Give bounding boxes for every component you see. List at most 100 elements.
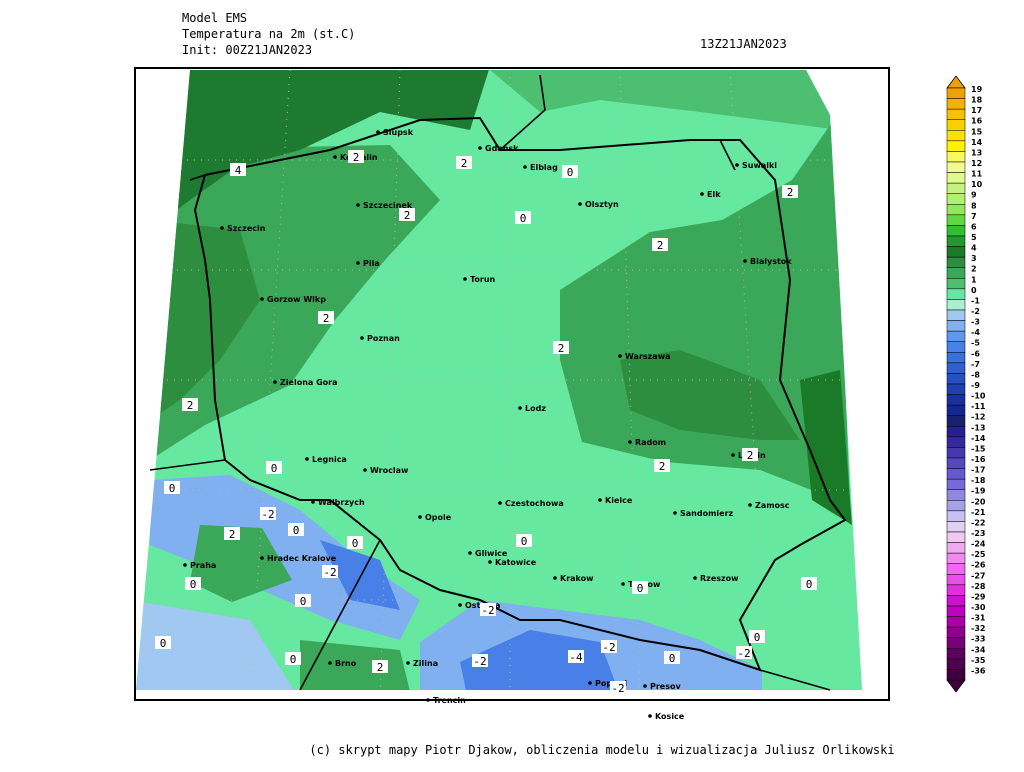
colorbar-label: 10: [971, 180, 983, 189]
city-label: Zilina: [413, 659, 438, 668]
map-area: [136, 70, 862, 691]
city-dot: [673, 511, 677, 515]
colorbar-label: -19: [971, 487, 986, 496]
city-label: Szczecin: [227, 224, 266, 233]
contour-label-box: [399, 208, 415, 221]
colorbar-segment: [946, 299, 966, 311]
city-dot: [498, 501, 502, 505]
contour-label-box: [288, 523, 304, 536]
colorbar-segment: [946, 626, 966, 638]
colorbar-segment: [946, 616, 966, 628]
colorbar-segment: [946, 563, 966, 575]
city-label: Czestochowa: [505, 499, 564, 508]
colorbar-label: -30: [971, 603, 986, 612]
city-dot: [643, 684, 647, 688]
colorbar-label: -3: [971, 318, 980, 327]
contour-label: 0: [669, 652, 676, 665]
contour-label-box: [782, 185, 798, 198]
colorbar-label: 17: [971, 106, 982, 115]
contour-label-box: [285, 652, 301, 665]
colorbar-segment: [946, 98, 966, 110]
contour-label: 2: [558, 342, 565, 355]
city-label: Sandomierz: [680, 509, 734, 518]
contour-label-box: [601, 640, 617, 653]
colorbar-segment: [946, 309, 966, 321]
colorbar-label: -24: [971, 540, 986, 549]
field-region: [490, 70, 840, 130]
graticule: [140, 70, 860, 690]
city-label: Elk: [707, 190, 721, 199]
colorbar-label: -35: [971, 656, 986, 665]
contour-label: 0: [290, 653, 297, 666]
colorbar-label: -29: [971, 592, 986, 601]
contour-label-box: [322, 565, 338, 578]
city-label: Praha: [190, 561, 216, 570]
contour-label: 0: [190, 578, 197, 591]
colorbar-label: -9: [971, 381, 980, 390]
city-label: Presov: [650, 682, 681, 691]
colorbar-label: -13: [971, 423, 985, 432]
city-label: Kosice: [655, 712, 685, 721]
colorbar-segment: [946, 320, 966, 332]
contour-label: -2: [737, 647, 750, 660]
contour-label-box: [568, 650, 584, 663]
city-label: Krakow: [560, 574, 594, 583]
contour-label-box: [742, 448, 758, 461]
contour-label-box: [801, 577, 817, 590]
colorbar-segment: [946, 426, 966, 438]
colorbar-segment: [946, 204, 966, 216]
colorbar-label: -12: [971, 413, 985, 422]
city-dot: [488, 560, 492, 564]
contour-label-box: [266, 461, 282, 474]
city-label: Rzeszow: [700, 574, 739, 583]
contour-label: 2: [229, 528, 236, 541]
contour-label-box: [182, 398, 198, 411]
contour-label: 0: [169, 482, 176, 495]
city-label: Radom: [635, 438, 666, 447]
contour-label-box: [260, 507, 276, 520]
colorbar-label: 8: [971, 201, 977, 210]
colorbar-segment: [946, 457, 966, 469]
contour-label-box: [654, 459, 670, 472]
city-dot: [356, 261, 360, 265]
contour-label-box: [472, 654, 488, 667]
map-frame: [134, 67, 890, 701]
colorbar-segment: [946, 500, 966, 512]
city-label: Gdansk: [485, 144, 519, 153]
city-dot: [693, 576, 697, 580]
colorbar-label: -20: [971, 497, 986, 506]
city-dot: [518, 406, 522, 410]
contour-label-box: [348, 150, 364, 163]
colorbar-label: 6: [971, 222, 977, 231]
colorbar-label: 1: [971, 275, 977, 284]
field-region: [300, 640, 412, 690]
contour-label: 2: [659, 460, 666, 473]
colorbar-segment: [946, 225, 966, 237]
city-label: Wroclaw: [370, 466, 409, 475]
colorbar-label: 19: [971, 85, 983, 94]
city-dot: [618, 354, 622, 358]
colorbar-segment: [946, 394, 966, 406]
contour-label: 0: [521, 535, 528, 548]
city-label: Bialystok: [750, 257, 792, 266]
colorbar-segment: [946, 510, 966, 522]
contour-label-box: [632, 581, 648, 594]
colorbar-label: -31: [971, 614, 986, 623]
colorbar-segment: [946, 404, 966, 416]
city-label: Katowice: [495, 558, 537, 567]
colorbar-segment: [946, 552, 966, 564]
city-label: Elblag: [530, 163, 558, 172]
city-label: Hradec Kralove: [267, 554, 337, 563]
city-dot: [478, 146, 482, 150]
colorbar-segment: [946, 436, 966, 448]
colorbar-label: -15: [971, 444, 986, 453]
colorbar-label: 2: [971, 265, 977, 274]
city-dot: [731, 453, 735, 457]
contour-label-box: [736, 646, 752, 659]
colorbar-segment: [946, 531, 966, 543]
contour-label: 0: [520, 212, 527, 225]
colorbar-segment: [946, 288, 966, 300]
colorbar-label: -5: [971, 339, 980, 348]
colorbar-segment: [946, 637, 966, 649]
colorbar-label: -10: [971, 392, 986, 401]
